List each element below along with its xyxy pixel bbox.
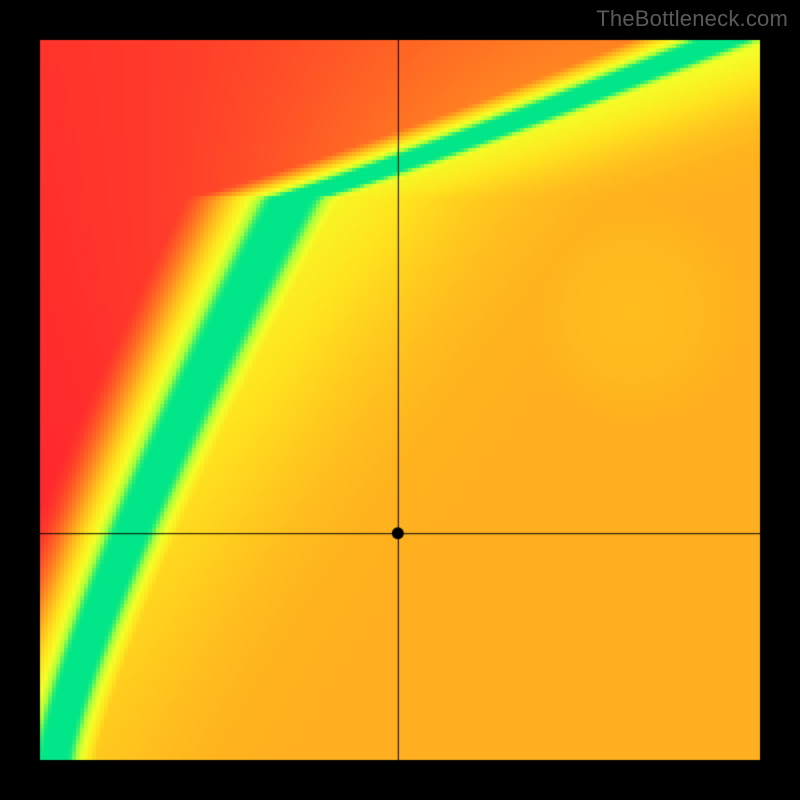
chart-container: TheBottleneck.com: [0, 0, 800, 800]
watermark-label: TheBottleneck.com: [596, 6, 788, 32]
heatmap-canvas: [0, 0, 800, 800]
